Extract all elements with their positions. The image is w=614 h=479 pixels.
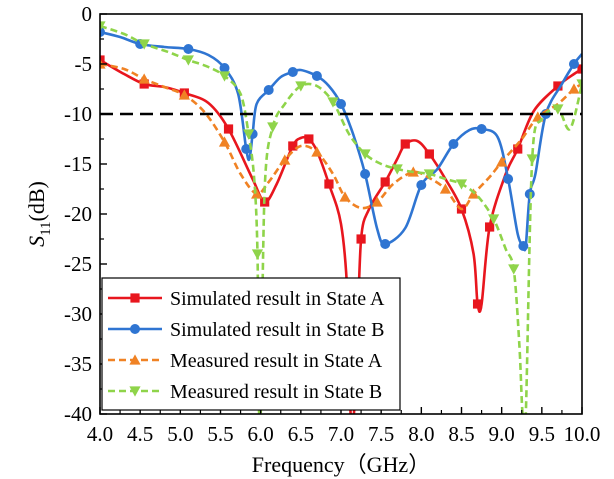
legend-marker [130,324,140,334]
y-tick-label: -10 [64,102,92,126]
x-tick-label: 5.5 [207,422,233,446]
x-tick-label: 6.0 [248,422,274,446]
data-point [569,59,579,69]
y-tick-label: -40 [64,402,92,426]
data-point [425,149,434,158]
x-tick-label: 6.5 [288,422,314,446]
y-tick-label: -25 [64,252,92,276]
x-tick-label: 4.5 [127,422,153,446]
data-point [304,134,313,143]
data-point [477,124,487,134]
data-point [267,122,278,132]
data-point [518,241,528,251]
x-tick-label: 5.0 [167,422,193,446]
x-tick-label: 8.5 [448,422,474,446]
y-tick-label: -35 [64,352,92,376]
x-tick-label: 7.0 [328,422,354,446]
data-point [381,177,390,186]
y-tick-label: 0 [82,2,93,26]
x-tick-label: 8.0 [408,422,434,446]
data-point [219,71,230,81]
data-point [251,188,262,198]
data-point [139,73,150,83]
legend-label: Measured result in State A [170,350,383,372]
data-point [288,67,298,77]
y-axis-title-unit: (dB) [24,181,49,221]
data-point [336,99,346,109]
data-point [324,179,333,188]
y-tick-label: -20 [64,202,92,226]
y-tick-label: -30 [64,302,92,326]
data-point [312,71,322,81]
x-tick-label: 7.5 [368,422,394,446]
data-point [183,44,193,54]
x-tick-label: 9.0 [489,422,515,446]
legend-label: Simulated result in State A [170,288,385,310]
data-point [360,169,370,179]
data-point [401,139,410,148]
data-point [224,124,233,133]
data-point [503,174,513,184]
x-axis-title: Frequency（GHz） [252,452,430,477]
legend-marker [130,293,139,302]
data-point [252,249,263,259]
y-axis-title-main: S [24,236,49,247]
data-point [311,146,322,156]
data-point [485,222,494,231]
data-point [508,264,519,274]
data-point [456,179,467,189]
y-axis-title: S11(dB) [24,181,54,247]
y-tick-label: -5 [75,52,93,76]
data-point [183,55,194,65]
x-tick-label: 10.0 [564,422,601,446]
data-point [448,139,458,149]
y-tick-label: -15 [64,152,92,176]
legend-label: Simulated result in State B [170,319,384,341]
x-tick-label: 9.5 [529,422,555,446]
y-axis-title-subscript: 11 [38,221,54,235]
data-point [473,299,482,308]
data-point [356,234,365,243]
data-point [416,180,426,190]
data-point [380,239,390,249]
data-point [264,85,274,95]
legend: Simulated result in State A Simulated res… [102,278,400,410]
legend-label: Measured result in State B [170,381,382,403]
